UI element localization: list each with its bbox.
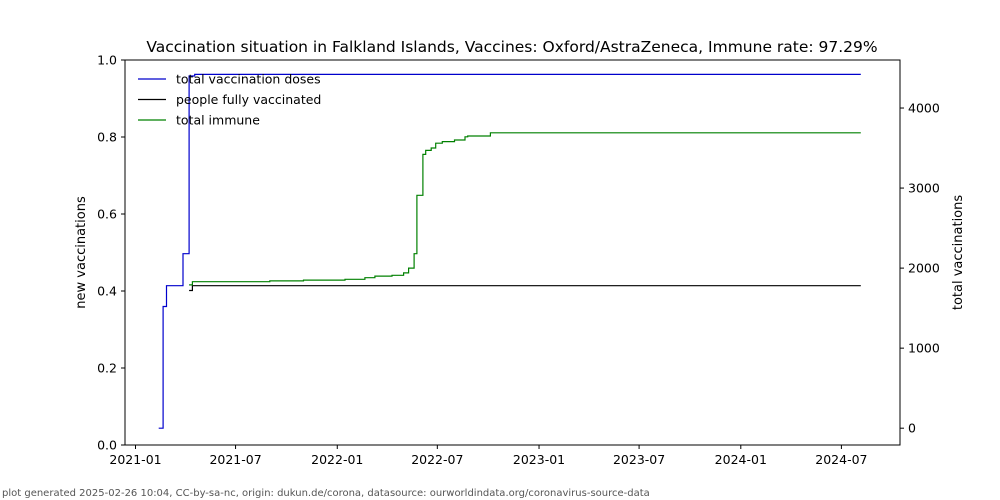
y-axis-left-label: new vaccinations: [74, 196, 89, 309]
series-line-total-vaccination-doses: [158, 73, 861, 429]
legend-label-people-fully-vaccinated: people fully vaccinated: [176, 92, 321, 107]
x-tick-label: 2022-01: [311, 452, 363, 467]
y-right-tick-label: 3000: [908, 181, 940, 196]
legend: total vaccination doses people fully vacc…: [138, 72, 321, 128]
chart-title: Vaccination situation in Falkland Island…: [146, 38, 877, 56]
y-axis-right: 0 1000 2000 3000 4000: [900, 101, 940, 436]
series-line-people-fully-vaccinated: [189, 285, 861, 292]
x-tick-label: 2024-07: [815, 452, 867, 467]
y-left-tick-label: 1.0: [97, 53, 117, 68]
y-left-tick-label: 0.6: [97, 207, 117, 222]
x-tick-label: 2024-01: [715, 452, 767, 467]
y-left-tick-label: 0.2: [97, 361, 117, 376]
x-tick-label: 2023-07: [613, 452, 665, 467]
x-tick-label: 2021-07: [209, 452, 261, 467]
x-tick-label: 2023-01: [513, 452, 565, 467]
y-right-tick-label: 2000: [908, 261, 940, 276]
x-tick-label: 2022-07: [411, 452, 463, 467]
series-line-total-immune: [189, 132, 861, 286]
plot-frame: [124, 59, 901, 446]
series-layer: [158, 73, 861, 429]
x-tick-label: 2021-01: [109, 452, 161, 467]
y-left-tick-label: 0.8: [97, 130, 117, 145]
y-left-tick-label: 0.4: [97, 284, 117, 299]
y-axis-right-label: total vaccinations: [951, 195, 966, 311]
y-right-tick-label: 4000: [908, 101, 940, 116]
y-right-tick-label: 1000: [908, 341, 940, 356]
y-axis-left: 0.0 0.2 0.4 0.6 0.8 1.0: [97, 53, 125, 453]
x-axis: 2021-01 2021-07 2022-01 2022-07 2023-01 2023-…: [109, 445, 868, 467]
y-right-tick-label: 0: [908, 421, 916, 436]
y-left-tick-label: 0.0: [97, 438, 117, 453]
legend-label-total-immune: total immune: [176, 113, 260, 128]
legend-label-total-vaccination-doses: total vaccination doses: [176, 72, 321, 87]
footer-credit: plot generated 2025-02-26 10:04, CC-by-s…: [2, 488, 650, 499]
